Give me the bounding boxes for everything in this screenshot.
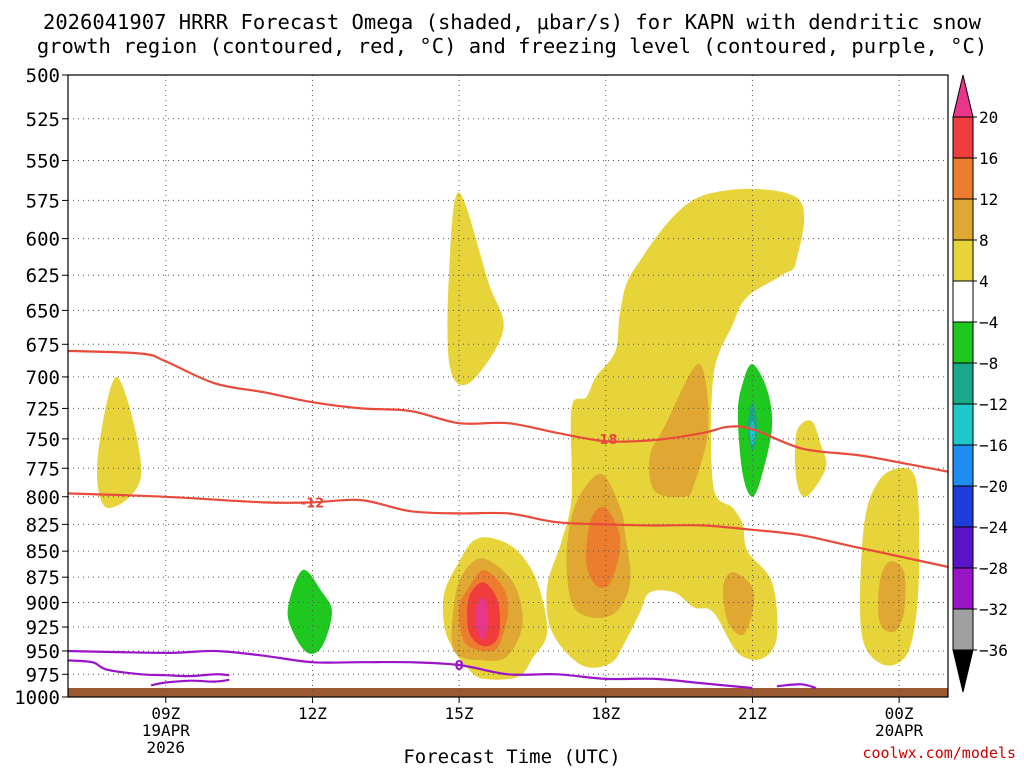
colorbar-label-11: −28 (979, 559, 1008, 578)
x-tick-label-15Z-0: 15Z (445, 704, 474, 723)
colorbar-label-12: −32 (979, 600, 1008, 619)
y-tick-label-825: 825 (26, 514, 60, 536)
y-tick-label-950: 950 (26, 641, 60, 663)
colorbar-box-10 (952, 526, 974, 569)
colorbar-box-11 (952, 567, 974, 610)
terrain-band (68, 687, 948, 697)
x-tick-label-00Z-1: 20APR (875, 721, 924, 740)
freezing-level-branch-0 (68, 659, 230, 678)
x-tick-label-12Z-0: 12Z (298, 704, 327, 723)
y-tick-label-650: 650 (26, 300, 60, 322)
y-tick-label-775: 775 (26, 458, 60, 480)
colorbar-label-8: −16 (979, 436, 1008, 455)
omega-region-20-14 (475, 597, 489, 640)
colorbar-box-6 (952, 362, 974, 405)
y-tick-label-975: 975 (26, 664, 60, 686)
colorbar-box-4 (952, 280, 974, 323)
x-tick-label-00Z-0: 00Z (885, 704, 914, 723)
freezing-level-label: 0 (455, 659, 464, 674)
colorbar-box-3 (952, 239, 974, 282)
y-tick-label-875: 875 (26, 567, 60, 589)
y-tick-label-675: 675 (26, 334, 60, 356)
y-tick-label-550: 550 (26, 151, 60, 173)
isotherm-minus18-line (68, 349, 948, 473)
omega-region--4-15 (287, 569, 332, 654)
y-tick-label-725: 725 (26, 398, 60, 420)
omega-region-8-9 (722, 572, 755, 636)
omega-region-4-4 (794, 420, 827, 498)
y-tick-label-600: 600 (26, 229, 60, 251)
x-tick-label-09Z-1: 19APR (142, 721, 191, 740)
freezing-level-branch-1 (150, 678, 230, 687)
y-tick-label-1000: 1000 (14, 687, 60, 709)
omega-region-4-1 (447, 192, 504, 386)
credit-text: coolwx.com/models (862, 744, 1016, 762)
chart-title-line2: growth region (contoured, red, °C) and f… (36, 34, 988, 58)
isotherm-minus12-line (68, 492, 948, 568)
y-tick-label-900: 900 (26, 592, 60, 614)
plot-frame (67, 74, 949, 698)
y-tick-label-800: 800 (26, 487, 60, 509)
colorbar-label-10: −24 (979, 518, 1008, 537)
y-tick-label-525: 525 (26, 109, 60, 131)
colorbar-label-7: −12 (979, 395, 1008, 414)
x-tick-label-09Z-2: 2026 (147, 738, 186, 757)
colorbar-box-2 (952, 198, 974, 241)
colorbar-label-6: −8 (979, 354, 998, 373)
colorbar-box-1 (952, 157, 974, 200)
colorbar-box-7 (952, 403, 974, 446)
colorbar-label-5: −4 (979, 313, 998, 332)
colorbar-label-4: 4 (979, 272, 989, 291)
y-tick-label-750: 750 (26, 429, 60, 451)
omega-region-8-10 (878, 561, 906, 633)
isotherm-minus12-label: -12 (301, 496, 325, 511)
colorbar-label-0: 20 (979, 108, 998, 127)
colorbar-box-0 (952, 116, 974, 159)
colorbar-label-1: 16 (979, 149, 998, 168)
colorbar-box-9 (952, 485, 974, 528)
plot-content (68, 75, 948, 697)
y-tick-label-700: 700 (26, 367, 60, 389)
y-tick-label-625: 625 (26, 265, 60, 287)
omega-region-12-12 (586, 506, 621, 588)
x-tick-label-09Z-0: 09Z (151, 704, 180, 723)
omega-region-4-0 (96, 376, 142, 509)
colorbar-box-8 (952, 444, 974, 487)
colorbar-box-12 (952, 608, 974, 651)
y-tick-label-500: 500 (26, 65, 60, 87)
y-tick-label-925: 925 (26, 617, 60, 639)
colorbar-label-9: −20 (979, 477, 1008, 496)
colorbar-label-2: 12 (979, 190, 998, 209)
omega-region-8-8 (649, 364, 709, 498)
freezing-level-branch-2 (776, 683, 817, 690)
colorbar-label-3: 8 (979, 231, 989, 250)
chart-title-line1: 2026041907 HRRR Forecast Omega (shaded, … (43, 10, 981, 34)
colorbar-bottom-arrow (952, 649, 974, 693)
x-tick-label-18Z-0: 18Z (591, 704, 620, 723)
colorbar-top-arrow (952, 74, 974, 118)
y-tick-label-850: 850 (26, 541, 60, 563)
isotherm-minus18-label: -18 (594, 433, 618, 448)
freezing-level-line (68, 649, 753, 690)
colorbar-label-13: −36 (979, 641, 1008, 660)
x-tick-label-21Z-0: 21Z (738, 704, 767, 723)
y-tick-label-575: 575 (26, 190, 60, 212)
x-axis-label: Forecast Time (UTC) (403, 746, 621, 768)
colorbar-box-5 (952, 321, 974, 364)
